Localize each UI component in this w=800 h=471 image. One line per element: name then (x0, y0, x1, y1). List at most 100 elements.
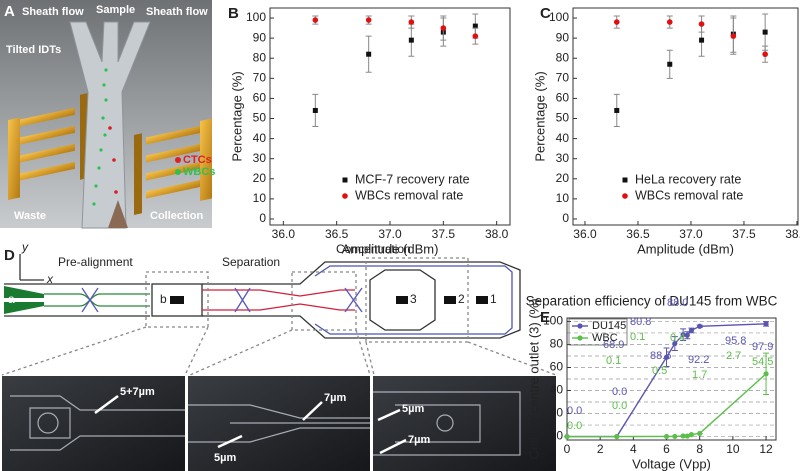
legend-label: MCF-7 recovery rate (355, 172, 470, 186)
y-tick-label: 100 (549, 10, 569, 24)
y-tick-label: 40 (253, 131, 267, 145)
point (408, 19, 415, 25)
value-label: 0.1 (630, 331, 645, 343)
value-label: 54.5 (752, 356, 773, 368)
point (312, 17, 319, 23)
point (684, 332, 690, 338)
plot-frame (566, 317, 777, 441)
x-axis-label: Voltage (Vpp) (632, 456, 711, 471)
value-label: 0.0 (612, 400, 627, 412)
photos (2, 376, 556, 471)
x-axis-label: Amplitude (dBm) (637, 241, 734, 256)
legend-label: WBCs removal rate (355, 188, 463, 202)
y-tick-label: 80 (550, 337, 564, 351)
y-tick-label: 60 (550, 360, 564, 374)
point (680, 433, 686, 439)
point (762, 51, 768, 58)
legend-label: HeLa recovery rate (635, 172, 741, 186)
outlet-3 (396, 296, 408, 304)
panel-d (1, 254, 557, 376)
outlet-b (170, 296, 184, 304)
point (663, 433, 670, 440)
channel (69, 21, 151, 229)
label: Tilted IDTs (6, 44, 61, 56)
y-tick-label: 20 (556, 171, 570, 185)
label: Sheath flow (22, 6, 84, 18)
inlet (4, 286, 44, 298)
x-tick-label: 12 (759, 442, 773, 456)
panel-letter: C (540, 5, 551, 22)
outlet-1 (476, 296, 488, 304)
point (312, 107, 318, 113)
value-label: 0.0 (612, 386, 627, 398)
panel-letter: D (4, 247, 15, 264)
panel-letter: E (540, 309, 550, 326)
y-axis-label: Percentage (%) (229, 71, 244, 161)
photo (2, 376, 185, 471)
y-tick-label: 70 (253, 70, 267, 84)
outlet-label: 3 (410, 292, 417, 306)
legend-marker (622, 193, 628, 199)
outlet-label: b (160, 292, 167, 306)
panel-letter: B (228, 5, 239, 22)
x-axis-label: Amplitude (dBm) (342, 241, 439, 256)
legend-marker (577, 335, 583, 341)
label: Waste (14, 210, 46, 222)
point (672, 433, 678, 440)
ctc-dots (108, 126, 118, 194)
y-tick-label: 0 (556, 429, 563, 443)
label: Sheath flow (146, 6, 208, 18)
x-tick-label: 38.0 (785, 227, 800, 241)
point (666, 19, 673, 25)
legend-marker (342, 193, 348, 199)
value-label: 2.7 (726, 350, 741, 362)
blue-path (314, 265, 513, 335)
x-tick-label: 36.5 (325, 227, 349, 241)
idt-right (134, 118, 212, 215)
outlet-label: a (8, 292, 15, 306)
legend-marker (577, 323, 583, 329)
point (613, 19, 620, 25)
y-tick-label: 100 (246, 10, 266, 24)
photo-label: 5µm (214, 452, 236, 464)
value-label: 88.5 (650, 350, 671, 362)
legend-label: CTCs (183, 154, 212, 166)
y-tick-label: 30 (253, 151, 267, 165)
point (366, 51, 372, 57)
label: Collection (150, 210, 203, 222)
y-tick-label: 20 (550, 406, 564, 420)
y-axis-label: Percentage (%) (532, 71, 547, 161)
y-tick-label: 90 (253, 30, 267, 44)
y-tick-label: 80 (253, 50, 267, 64)
y-tick-label: 100 (543, 314, 563, 328)
point (440, 25, 447, 31)
photo-label: 5µm (402, 403, 424, 415)
point (614, 107, 620, 113)
photo-label: 7µm (408, 434, 430, 446)
x-tick-label: 37.5 (732, 227, 756, 241)
axis-label: y (21, 240, 29, 254)
photo-label: 7µm (324, 392, 346, 404)
outlet-label: 2 (458, 292, 465, 306)
point (408, 37, 414, 43)
legend-label: DU145 (592, 320, 626, 332)
point (688, 431, 695, 438)
legend-label: WBCs removal rate (635, 188, 743, 202)
x-tick-label: 37.0 (378, 227, 402, 241)
axis-label: x (46, 272, 54, 286)
y-tick-label: 50 (253, 111, 267, 125)
panel-a: Sheath flow Sample Sheath flow Tilted ID… (0, 0, 215, 229)
point (698, 21, 705, 27)
point (365, 17, 372, 23)
inlet (4, 302, 44, 314)
value-label: 1.7 (692, 369, 707, 381)
y-tick-label: 10 (253, 191, 267, 205)
crossing (234, 287, 363, 313)
zoom-boxes (1, 257, 557, 376)
y-tick-label: 60 (556, 91, 570, 105)
y-tick-label: 60 (253, 91, 267, 105)
point (680, 332, 686, 338)
value-label: 0.5 (652, 365, 667, 377)
